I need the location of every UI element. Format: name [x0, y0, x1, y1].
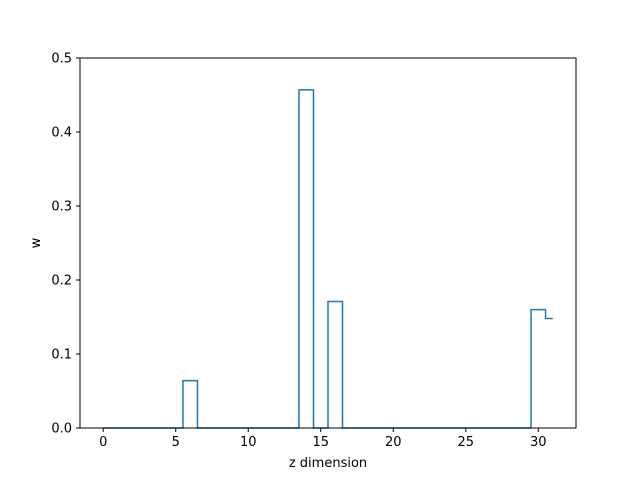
- x-tick-label: 25: [458, 435, 475, 450]
- y-tick-label: 0.1: [51, 348, 72, 363]
- x-tick-label: 20: [385, 435, 402, 450]
- x-tick-label: 10: [240, 435, 257, 450]
- y-tick-label: 0.3: [51, 200, 72, 215]
- x-tick-label: 15: [312, 435, 329, 450]
- x-tick-label: 30: [530, 435, 547, 450]
- y-tick-label: 0.5: [51, 52, 72, 67]
- x-tick-label: 5: [172, 435, 180, 450]
- y-tick-label: 0.2: [51, 274, 72, 289]
- y-tick-label: 0.4: [51, 126, 72, 141]
- y-tick-label: 0.0: [51, 422, 72, 437]
- ticks-layer: 0 5 10 15 20 25 30 0.0 0.1 0.2 0.3 0.4 0.5: [51, 52, 546, 451]
- x-axis-label: z dimension: [289, 456, 367, 471]
- y-axis-label: w: [29, 237, 44, 248]
- x-tick-label: 0: [99, 435, 107, 450]
- axes-frame: [79, 57, 577, 429]
